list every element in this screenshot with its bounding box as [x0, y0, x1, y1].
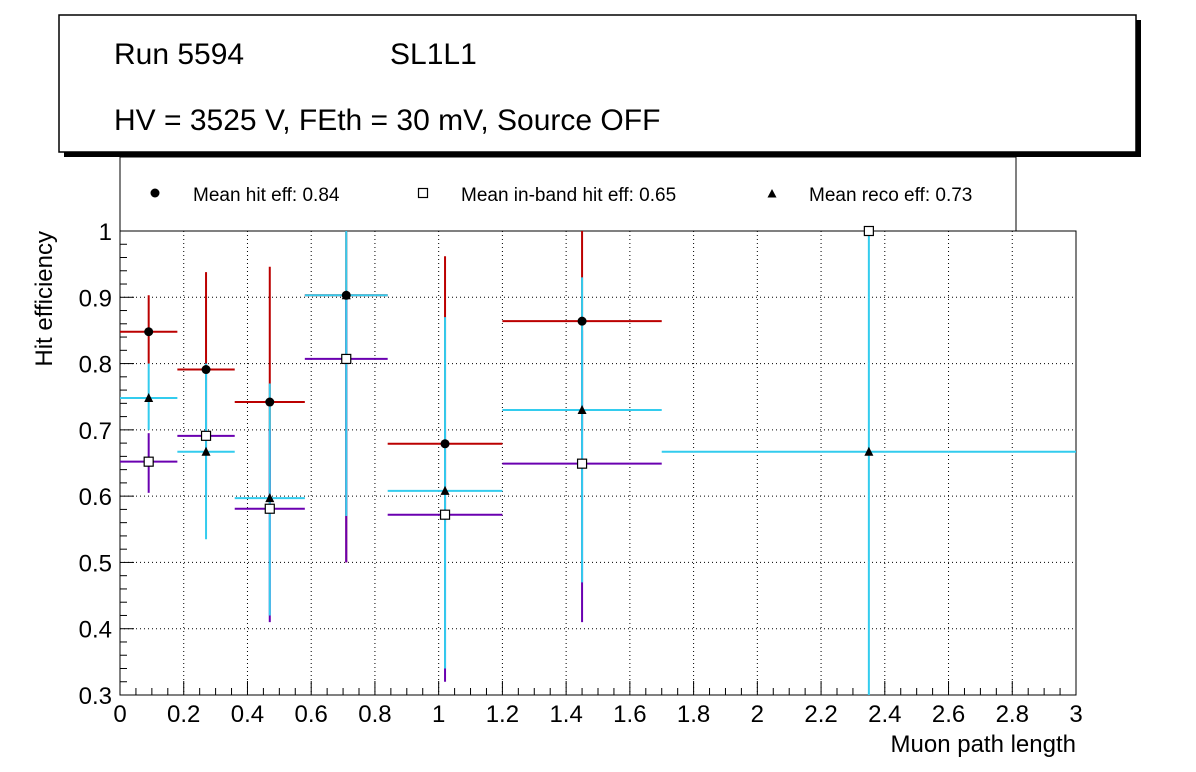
title-run: Run 5594 — [114, 38, 244, 71]
legend-marker-circle — [150, 188, 160, 198]
x-tick-label: 2.8 — [996, 701, 1029, 728]
y-tick-label: 0.5 — [79, 550, 112, 577]
data-point-reco — [577, 404, 587, 414]
legend-label-inband: Mean in-band hit eff: 0.65 — [461, 185, 676, 206]
x-tick-label: 2.2 — [804, 701, 837, 728]
x-tick-label: 0.6 — [295, 701, 328, 728]
title-box — [58, 14, 1137, 153]
x-axis-label: Muon path length — [891, 731, 1076, 758]
data-point-inband — [143, 456, 154, 467]
data-point-reco — [864, 446, 874, 456]
data-point-inband — [576, 458, 588, 469]
x-tick-label: 1 — [432, 701, 445, 728]
y-axis-label: Hit efficiency — [31, 231, 58, 367]
y-tick-label: 0.3 — [79, 683, 112, 710]
x-tick-label: 0.2 — [167, 701, 200, 728]
data-point-hit — [144, 327, 154, 337]
legend-label-reco: Mean reco eff: 0.73 — [809, 185, 972, 206]
data-point-hit — [440, 439, 450, 449]
legend-label-hit: Mean hit eff: 0.84 — [193, 185, 340, 206]
data-point-reco — [265, 493, 275, 503]
data-point-reco — [201, 446, 211, 456]
x-tick-label: 1.4 — [549, 701, 582, 728]
legend-marker-square — [417, 187, 429, 199]
y-tick-label: 0.9 — [79, 285, 112, 312]
data-point-reco — [144, 393, 154, 403]
x-tick-label: 3 — [1069, 701, 1082, 728]
x-tick-label: 2.4 — [868, 701, 901, 728]
y-tick-label: 0.8 — [79, 352, 112, 379]
y-tick-label: 1 — [99, 219, 112, 246]
title-layer: SL1L1 — [390, 38, 477, 71]
y-tick-label: 0.4 — [79, 617, 112, 644]
x-tick-label: 2 — [751, 701, 764, 728]
data-point-inband — [264, 503, 275, 514]
legend-entry-hit: Mean hit eff: 0.84 — [150, 185, 340, 206]
x-tick-label: 1.2 — [486, 701, 519, 728]
legend-entry-reco: Mean reco eff: 0.73 — [767, 185, 972, 206]
x-tick-label: 1.8 — [677, 701, 710, 728]
legend-box — [119, 156, 1017, 232]
data-point-hit — [265, 397, 275, 407]
data-point-inband — [200, 430, 212, 441]
data-point-reco — [440, 485, 450, 495]
x-tick-label: 0 — [113, 701, 126, 728]
series-layer — [120, 225, 1076, 695]
x-tick-label: 2.6 — [932, 701, 965, 728]
data-point-inband — [439, 509, 451, 520]
data-point-reco — [341, 290, 351, 300]
data-point-hit — [577, 316, 587, 326]
grid — [120, 231, 1076, 695]
x-tick-label: 0.8 — [358, 701, 391, 728]
data-point-inband — [863, 225, 874, 237]
data-point-inband — [341, 353, 352, 365]
x-tick-label: 1.6 — [613, 701, 646, 728]
legend-entry-inband: Mean in-band hit eff: 0.65 — [417, 185, 676, 206]
y-tick-label: 0.7 — [79, 418, 112, 445]
x-tick-label: 0.4 — [231, 701, 264, 728]
legend-marker-triangle — [767, 189, 777, 198]
axes: 0 0.2 0.4 0.6 0.8 1 1.2 1.4 1.6 1.8 2 2.2 2.4 2.6 2.8 3… — [79, 219, 1083, 728]
y-tick-label: 0.6 — [79, 484, 112, 511]
title-conditions: HV = 3525 V, FEth = 30 mV, Source OFF — [114, 104, 660, 137]
data-point-hit — [201, 365, 211, 375]
